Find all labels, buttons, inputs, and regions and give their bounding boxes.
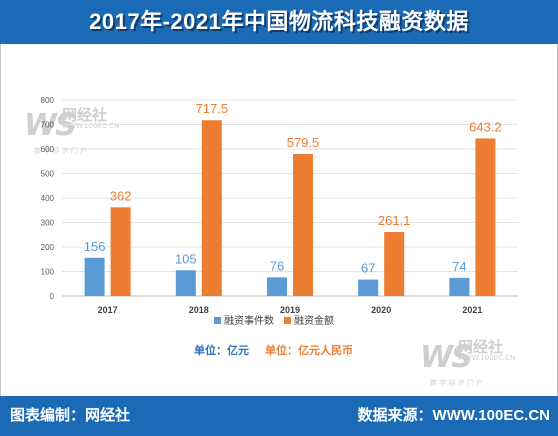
data-label: 74 (452, 259, 466, 274)
y-tick-label: 500 (41, 170, 55, 179)
bar (475, 138, 496, 296)
data-label: 717.5 (196, 101, 229, 116)
x-tick-label: 2020 (371, 305, 391, 315)
watermark-slogan-bottom: 数 字 经 济 门 户 (430, 379, 484, 387)
watermark-name-bottom: 网经社 (458, 338, 504, 356)
data-label: 362 (110, 188, 132, 203)
title-banner: 2017年-2021年中国物流科技融资数据 2017年-2021年中国物流科技融… (0, 0, 558, 44)
watermark-slogan-top: 数 字 经 济 门 户 (34, 147, 88, 155)
x-tick-label: 2018 (189, 305, 209, 315)
footer-compiler: 图表编制：网经社 (10, 407, 131, 424)
legend-swatch (214, 317, 221, 324)
footer-source: 数据来源：WWW.100EC.CN (357, 407, 550, 424)
title-shadow: 2017年-2021年中国物流科技融资数据 (91, 11, 471, 36)
bar (84, 257, 105, 296)
bar (293, 154, 313, 296)
watermark-logo-top: WS (24, 108, 77, 143)
y-tick-label: 0 (50, 292, 55, 301)
bar (358, 279, 379, 296)
legend-label: 融资事件数 (224, 314, 274, 327)
y-tick-label: 300 (41, 219, 55, 228)
legend-swatch (284, 317, 291, 324)
bar-chart: 0 100 200 300 400 500 600 700 800 156 362 2017 105 71… (41, 96, 518, 327)
data-label: 67 (361, 261, 375, 276)
unit-note-count: 单位：亿元 (194, 345, 249, 357)
watermark-name-top: 网经社 (62, 106, 108, 124)
watermark-url-top: WWW.100EC.CN (62, 122, 120, 130)
chart-title: 2017年-2021年中国物流科技融资数据 (89, 9, 469, 34)
bar (110, 207, 131, 296)
x-tick-label: 2017 (98, 305, 118, 315)
y-tick-label: 600 (41, 145, 55, 154)
y-tick-label: 800 (41, 96, 55, 105)
y-tick-label: 400 (41, 194, 55, 203)
data-label: 643.2 (469, 119, 502, 134)
bar (449, 277, 470, 296)
y-tick-label: 100 (41, 268, 55, 277)
data-label: 261.1 (378, 213, 411, 228)
y-tick-label: 200 (41, 243, 55, 252)
legend-label: 融资金额 (294, 314, 334, 327)
bar (201, 120, 222, 297)
data-label: 76 (270, 258, 284, 273)
x-tick-label: 2019 (280, 305, 300, 315)
footer-bar: 图表编制：网经社 数据来源：WWW.100EC.CN (0, 396, 558, 436)
unit-note-amount: 单位：亿元人民币 (265, 345, 353, 357)
data-label: 156 (84, 239, 106, 254)
bar (384, 232, 405, 296)
x-tick-label: 2021 (462, 305, 482, 315)
watermark-logo-bottom: WS (420, 340, 473, 375)
data-label: 105 (175, 251, 197, 266)
watermark-url-bottom: WWW.100EC.CN (458, 354, 516, 362)
bar (175, 270, 196, 296)
data-label: 579.5 (287, 135, 320, 150)
y-tick-label: 700 (41, 121, 55, 130)
bar (267, 277, 287, 296)
